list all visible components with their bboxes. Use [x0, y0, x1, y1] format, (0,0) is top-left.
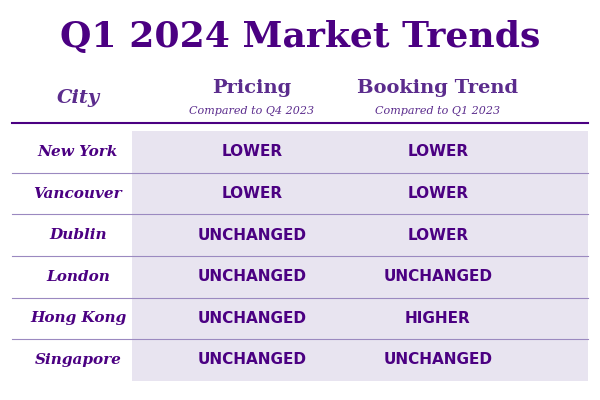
Text: UNCHANGED: UNCHANGED — [197, 311, 307, 326]
Text: UNCHANGED: UNCHANGED — [383, 352, 493, 368]
Text: UNCHANGED: UNCHANGED — [197, 352, 307, 368]
Text: LOWER: LOWER — [407, 186, 469, 201]
Text: UNCHANGED: UNCHANGED — [197, 269, 307, 284]
Text: Compared to Q4 2023: Compared to Q4 2023 — [190, 106, 314, 116]
Text: London: London — [46, 270, 110, 284]
Text: Q1 2024 Market Trends: Q1 2024 Market Trends — [60, 20, 540, 54]
Text: Hong Kong: Hong Kong — [30, 311, 126, 325]
Text: HIGHER: HIGHER — [405, 311, 471, 326]
Text: UNCHANGED: UNCHANGED — [383, 269, 493, 284]
Text: Dublin: Dublin — [49, 228, 107, 242]
Text: LOWER: LOWER — [221, 186, 283, 201]
Text: Booking Trend: Booking Trend — [358, 79, 518, 97]
Text: New York: New York — [38, 145, 118, 159]
Text: LOWER: LOWER — [407, 144, 469, 160]
Text: Vancouver: Vancouver — [34, 186, 122, 201]
Text: Pricing: Pricing — [212, 79, 292, 97]
Text: Singapore: Singapore — [35, 353, 121, 367]
Text: LOWER: LOWER — [221, 144, 283, 160]
Text: LOWER: LOWER — [407, 228, 469, 243]
Text: City: City — [56, 89, 100, 107]
FancyBboxPatch shape — [132, 131, 588, 381]
Text: Compared to Q1 2023: Compared to Q1 2023 — [376, 106, 500, 116]
Text: UNCHANGED: UNCHANGED — [197, 228, 307, 243]
